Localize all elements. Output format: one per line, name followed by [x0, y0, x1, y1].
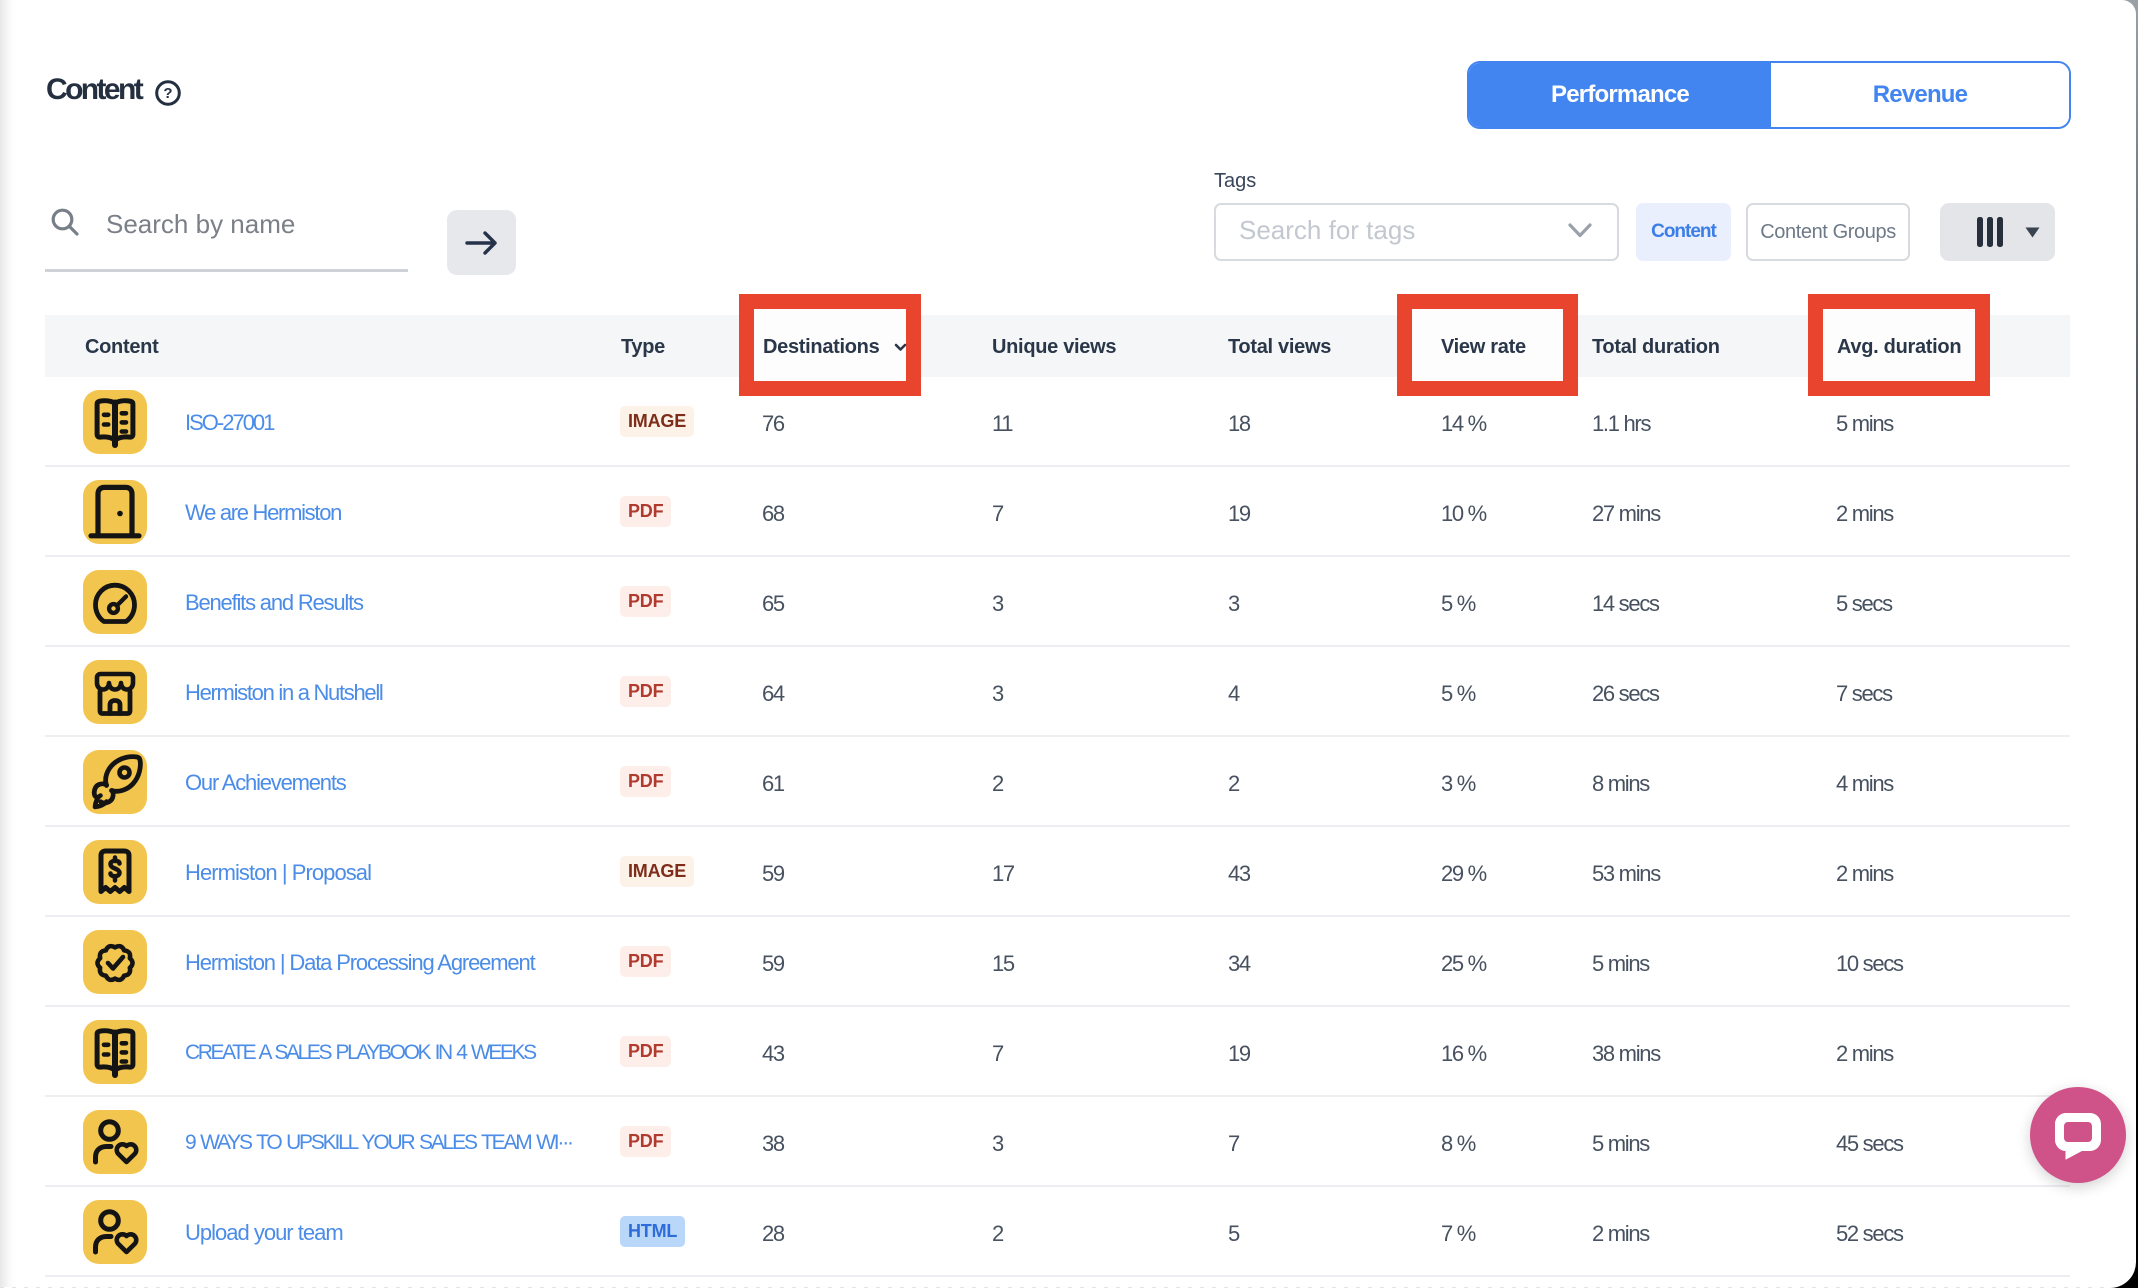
svg-text:?: ? [163, 85, 172, 102]
